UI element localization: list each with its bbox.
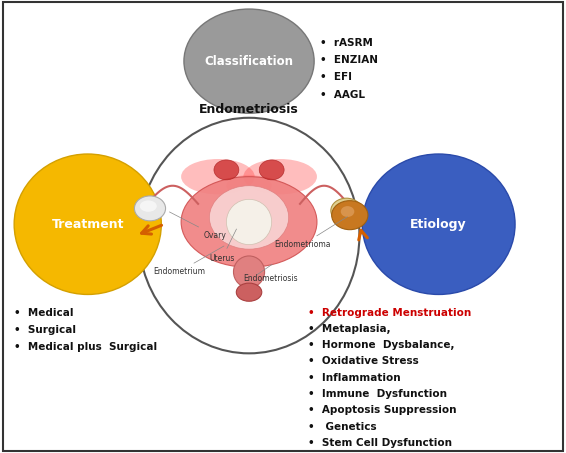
Text: Endometriosis: Endometriosis: [243, 274, 298, 283]
Ellipse shape: [181, 159, 255, 194]
Ellipse shape: [226, 199, 272, 245]
Ellipse shape: [184, 9, 314, 113]
Ellipse shape: [243, 159, 317, 194]
Text: •  ENZIAN: • ENZIAN: [320, 55, 378, 65]
Ellipse shape: [139, 118, 359, 353]
Text: Uterus: Uterus: [209, 229, 237, 263]
Circle shape: [259, 160, 284, 180]
Ellipse shape: [233, 256, 265, 288]
Text: •  Stem Cell Dysfunction: • Stem Cell Dysfunction: [308, 438, 452, 448]
Ellipse shape: [362, 154, 515, 294]
Ellipse shape: [226, 175, 272, 197]
Text: •  rASRM: • rASRM: [320, 38, 372, 48]
Ellipse shape: [140, 201, 157, 212]
Text: •   Genetics: • Genetics: [308, 422, 377, 432]
Text: Classification: Classification: [204, 55, 294, 67]
Text: Endometriosis: Endometriosis: [199, 102, 299, 116]
Text: Ovary: Ovary: [169, 212, 226, 240]
Text: •  AAGL: • AAGL: [320, 90, 365, 100]
Ellipse shape: [209, 186, 289, 249]
Text: Treatment: Treatment: [52, 218, 124, 231]
Ellipse shape: [14, 154, 161, 294]
Text: •  Hormone  Dysbalance,: • Hormone Dysbalance,: [308, 340, 455, 350]
Text: •  Medical plus  Surgical: • Medical plus Surgical: [14, 342, 157, 352]
Circle shape: [341, 206, 354, 217]
Ellipse shape: [181, 177, 317, 267]
Ellipse shape: [135, 196, 165, 221]
Ellipse shape: [331, 198, 362, 223]
Circle shape: [332, 201, 368, 230]
Text: Endometrium: Endometrium: [153, 246, 224, 276]
Text: •  EFI: • EFI: [320, 72, 352, 82]
Ellipse shape: [237, 283, 261, 301]
Text: •  Surgical: • Surgical: [14, 325, 76, 335]
Text: •  Medical: • Medical: [14, 308, 74, 318]
Text: •  Immune  Dysfunction: • Immune Dysfunction: [308, 389, 448, 399]
Circle shape: [214, 160, 239, 180]
Text: •  Apoptosis Suppression: • Apoptosis Suppression: [308, 405, 457, 415]
Text: •  Inflammation: • Inflammation: [308, 373, 401, 383]
Text: •  Oxidative Stress: • Oxidative Stress: [308, 357, 419, 366]
Text: Etiology: Etiology: [410, 218, 467, 231]
Text: •  Retrograde Menstruation: • Retrograde Menstruation: [308, 308, 471, 318]
Text: Endometrioma: Endometrioma: [275, 217, 348, 249]
Text: •  Metaplasia,: • Metaplasia,: [308, 324, 391, 334]
